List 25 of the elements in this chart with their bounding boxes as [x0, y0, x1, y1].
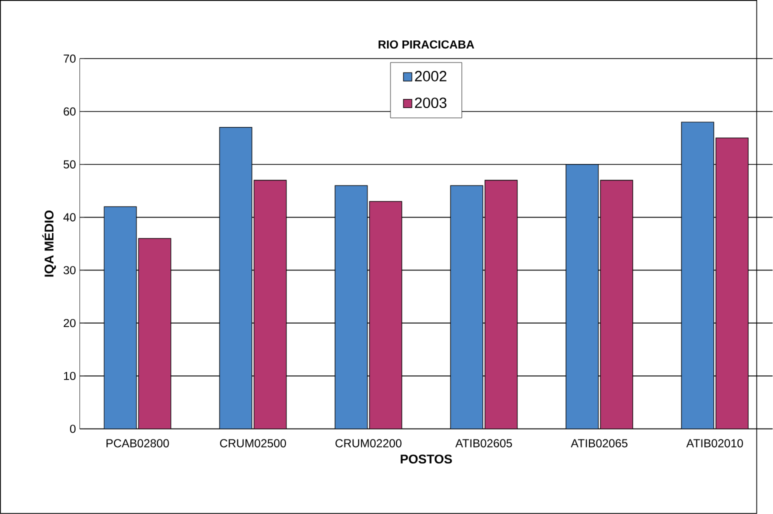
y-tick-label: 50	[64, 160, 76, 169]
bar	[681, 122, 714, 429]
x-tick-label: PCAB02800	[106, 439, 169, 448]
x-tick-label: CRUM02200	[336, 439, 402, 448]
x-tick-label: ATIB02605	[455, 439, 512, 448]
chart-title: RIO PIRACICABA	[378, 40, 474, 49]
bar	[104, 206, 137, 429]
legend-label: 2003	[415, 98, 446, 108]
y-tick-label: 20	[64, 319, 76, 328]
bar	[334, 185, 368, 429]
x-tick-label: ATIB02010	[686, 439, 743, 448]
legend-label: 2002	[415, 71, 446, 82]
x-tick-label: CRUM02500	[220, 439, 286, 448]
y-tick-label: 30	[64, 266, 76, 274]
x-tick-label: ATIB02065	[570, 439, 628, 448]
y-axis-title: IQA MÉDIO	[42, 210, 56, 277]
bar	[219, 127, 252, 429]
bar	[566, 164, 599, 429]
y-tick-label: 40	[63, 213, 76, 222]
y-tick-label: 0	[70, 424, 76, 433]
x-axis-title: POSTOS	[400, 454, 452, 464]
bar	[450, 185, 484, 429]
y-tick-label: 60	[64, 107, 76, 116]
y-tick-label: 70	[64, 54, 76, 63]
y-tick-label: 10	[64, 372, 76, 380]
